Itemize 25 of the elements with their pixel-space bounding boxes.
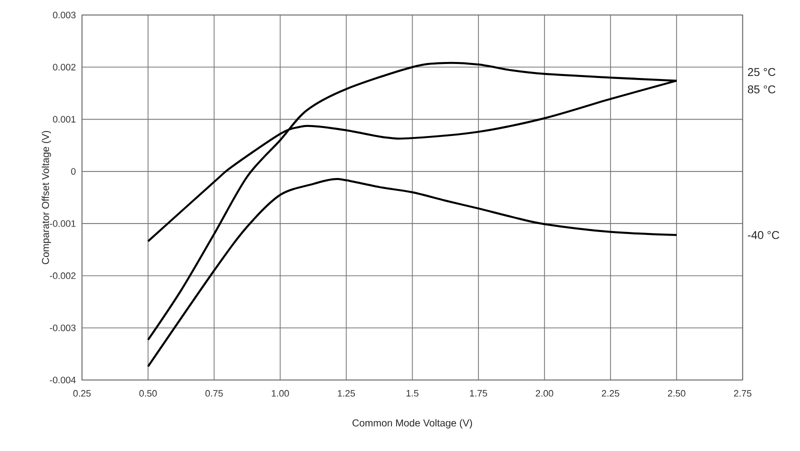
x-tick-label: 0.75: [205, 390, 223, 397]
x-tick-label: 1.25: [338, 390, 355, 397]
x-tick-label: 1.75: [470, 390, 488, 397]
x-tick-label: 0.25: [73, 390, 91, 397]
x-tick-label: 0.50: [139, 390, 157, 397]
x-tick-label: 1.5: [406, 390, 418, 397]
y-tick-label: 0.002: [52, 64, 76, 70]
x-tick-label: 2.50: [668, 390, 686, 397]
y-tick-label: 0.001: [52, 116, 76, 123]
y-tick-label: -0.002: [50, 272, 76, 280]
y-tick-label: 0.003: [52, 12, 76, 18]
x-tick-label: 2.75: [734, 390, 752, 397]
text: 25 °C: [748, 68, 776, 76]
text: -40 °C: [748, 231, 780, 240]
x-tick-label: 2.25: [602, 390, 620, 397]
y-axis-title: Comparator Offset Voltage (V): [42, 130, 51, 264]
text: 85 °C: [748, 85, 776, 94]
x-axis-title: Common Mode Voltage (V): [352, 419, 472, 428]
y-tick-label: -0.003: [50, 324, 76, 332]
x-tick-label: 2.00: [536, 390, 554, 397]
y-tick-label: -0.001: [50, 220, 76, 227]
line-series: [147, 178, 678, 368]
y-tick-label: 0: [71, 168, 76, 175]
y-tick-label: -0.004: [50, 376, 76, 384]
x-tick-label: 1.00: [272, 390, 289, 397]
